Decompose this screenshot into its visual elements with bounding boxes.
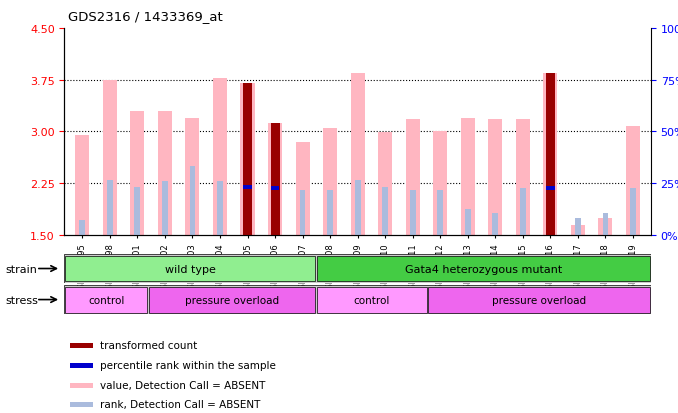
Bar <box>428 287 650 313</box>
Bar <box>65 287 147 313</box>
Bar <box>630 189 636 235</box>
Bar <box>575 218 581 235</box>
Bar <box>355 180 361 235</box>
Bar <box>603 214 608 235</box>
Text: rank, Detection Call = ABSENT: rank, Detection Call = ABSENT <box>100 399 260 409</box>
Bar <box>243 84 252 235</box>
Bar <box>351 74 365 235</box>
Bar <box>405 120 420 235</box>
Bar <box>268 124 282 235</box>
Bar <box>599 218 612 235</box>
Text: GDS2316 / 1433369_at: GDS2316 / 1433369_at <box>68 10 222 23</box>
Bar <box>71 383 93 388</box>
Bar <box>130 112 144 235</box>
Bar <box>296 142 310 235</box>
Bar <box>107 180 113 235</box>
Bar <box>571 225 585 235</box>
Bar <box>327 191 333 235</box>
Bar <box>65 256 315 282</box>
Bar <box>71 343 93 348</box>
Bar <box>243 185 252 189</box>
Text: Gata4 heterozygous mutant: Gata4 heterozygous mutant <box>405 264 562 274</box>
Bar <box>158 112 172 235</box>
Bar <box>543 74 557 235</box>
Bar <box>79 220 85 235</box>
Bar <box>378 133 392 235</box>
Bar <box>317 287 426 313</box>
Bar <box>245 187 250 235</box>
Bar <box>410 191 416 235</box>
Bar <box>433 132 447 235</box>
Bar <box>162 182 167 235</box>
Text: control: control <box>88 295 125 305</box>
Bar <box>437 191 443 235</box>
Bar <box>488 120 502 235</box>
Text: strain: strain <box>5 264 37 274</box>
Text: transformed count: transformed count <box>100 340 197 350</box>
Bar <box>71 363 93 368</box>
Bar <box>492 214 498 235</box>
Bar <box>516 120 530 235</box>
Bar <box>71 402 93 407</box>
Text: value, Detection Call = ABSENT: value, Detection Call = ABSENT <box>100 380 265 390</box>
Bar <box>217 182 223 235</box>
Bar <box>317 256 650 282</box>
Bar <box>190 166 195 235</box>
Text: pressure overload: pressure overload <box>492 295 586 305</box>
Bar <box>271 187 279 191</box>
Bar <box>271 124 279 235</box>
Text: wild type: wild type <box>165 264 216 274</box>
Text: pressure overload: pressure overload <box>185 295 279 305</box>
Bar <box>185 119 199 235</box>
Bar <box>149 287 315 313</box>
Bar <box>461 119 475 235</box>
Bar <box>548 187 553 235</box>
Bar <box>546 74 555 235</box>
Text: stress: stress <box>5 295 38 305</box>
Bar <box>213 78 227 235</box>
Bar <box>241 84 254 235</box>
Bar <box>300 191 306 235</box>
Bar <box>465 209 471 235</box>
Bar <box>134 187 140 235</box>
Bar <box>323 129 337 235</box>
Text: percentile rank within the sample: percentile rank within the sample <box>100 360 275 370</box>
Bar <box>272 191 278 235</box>
Bar <box>75 135 89 235</box>
Bar <box>546 187 555 191</box>
Text: control: control <box>353 295 390 305</box>
Bar <box>626 127 640 235</box>
Bar <box>382 187 388 235</box>
Bar <box>103 81 117 235</box>
Bar <box>520 189 525 235</box>
